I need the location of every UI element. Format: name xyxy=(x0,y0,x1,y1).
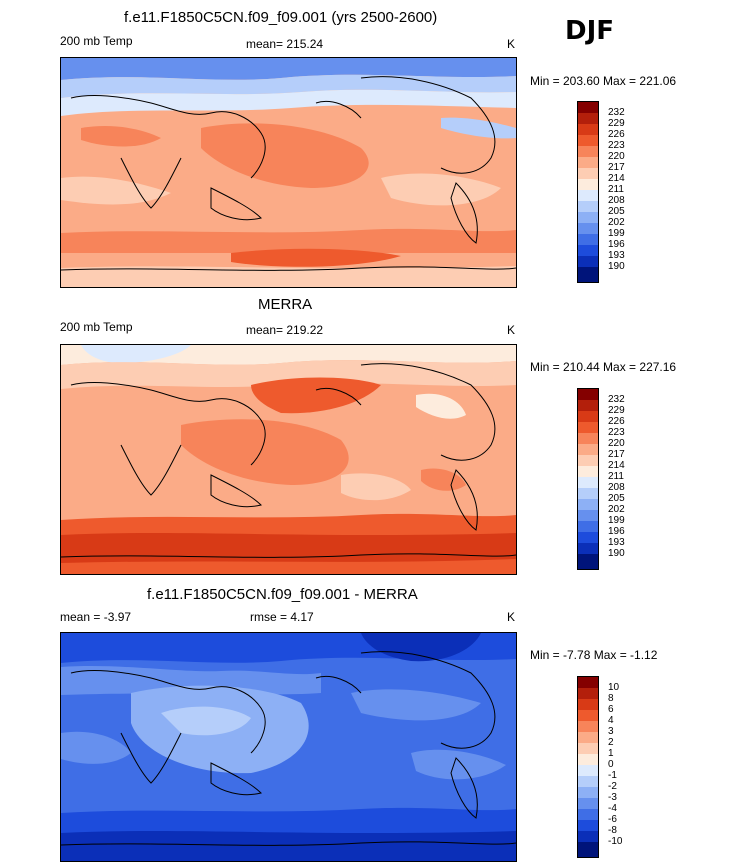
panel3-title: f.e11.F1850C5CN.f09_f09.001 - MERRA xyxy=(147,586,418,603)
panel2-colorbar-tick: 190 xyxy=(608,548,625,559)
panel2-colorbar-tick: 196 xyxy=(608,526,625,537)
panel1-colorbar-tick: 205 xyxy=(608,206,625,217)
panel2-units-label: K xyxy=(507,323,516,337)
panel2-mean-label: mean= 219.22 xyxy=(246,323,324,337)
panel1-map xyxy=(60,57,517,288)
panel3-map xyxy=(60,632,517,862)
panel1-colorbar xyxy=(577,101,599,283)
season-label: DJF xyxy=(565,16,615,46)
panel1-colorbar-tick: 190 xyxy=(608,261,625,272)
panel3-colorbar-tick: 10 xyxy=(608,682,620,693)
panel2-colorbar-tick: 220 xyxy=(608,438,625,449)
panel1-colorbar-tick: 208 xyxy=(608,195,625,206)
panel2-title: MERRA xyxy=(258,296,313,313)
panel3-mean-label: mean = -3.97 xyxy=(60,610,132,624)
panel1-title: f.e11.F1850C5CN.f09_f09.001 (yrs 2500-26… xyxy=(124,9,438,26)
panel3-colorbar-tick: 8 xyxy=(608,693,614,704)
panel1-mean-label: mean= 215.24 xyxy=(246,37,324,51)
panel3-colorbar-tick: 0 xyxy=(608,759,614,770)
panel1-colorbar-tick: 217 xyxy=(608,162,625,173)
panel2-colorbar xyxy=(577,388,599,570)
panel1-colorbar-tick: 196 xyxy=(608,239,625,250)
panel1-colorbar-tick: 232 xyxy=(608,107,625,118)
panel3-colorbar-tick: 2 xyxy=(608,737,614,748)
panel2-colorbar-tick: 223 xyxy=(608,427,625,438)
panel2-minmax-label: Min = 210.44 Max = 227.16 xyxy=(530,360,677,374)
panel2-colorbar-tick: 214 xyxy=(608,460,625,471)
panel1-colorbar-tick: 226 xyxy=(608,129,625,140)
panel3-rmse-label: rmse = 4.17 xyxy=(250,610,314,624)
panel2-colorbar-tick: 202 xyxy=(608,504,625,515)
panel3-colorbar-tick: -4 xyxy=(608,803,617,814)
panel1-colorbar-tick: 199 xyxy=(608,228,625,239)
panel3-minmax-label: Min = -7.78 Max = -1.12 xyxy=(530,648,658,662)
panel1-colorbar-tick: 223 xyxy=(608,140,625,151)
panel1-variable-label: 200 mb Temp xyxy=(60,34,133,48)
panel2-variable-label: 200 mb Temp xyxy=(60,320,133,334)
panel2-colorbar-tick: 226 xyxy=(608,416,625,427)
panel3-colorbar-tick: 6 xyxy=(608,704,614,715)
panel1-colorbar-tick: 220 xyxy=(608,151,625,162)
panel2-colorbar-tick: 229 xyxy=(608,405,625,416)
panel3-colorbar-tick: 1 xyxy=(608,748,614,759)
panel1-units-label: K xyxy=(507,37,516,51)
panel1-colorbar-tick: 214 xyxy=(608,173,625,184)
panel1-colorbar-tick: 211 xyxy=(608,184,624,195)
panel3-units-label: K xyxy=(507,610,516,624)
panel3-colorbar-tick: -8 xyxy=(608,825,617,836)
panel1-minmax-label: Min = 203.60 Max = 221.06 xyxy=(530,74,677,88)
panel3-colorbar xyxy=(577,676,599,858)
panel1-colorbar-tick: 202 xyxy=(608,217,625,228)
panel2-colorbar-tick: 199 xyxy=(608,515,625,526)
panel3-colorbar-tick: -1 xyxy=(608,770,617,781)
panel3-colorbar-tick: -3 xyxy=(608,792,617,803)
panel3-colorbar-tick: -2 xyxy=(608,781,617,792)
panel2-colorbar-tick: 232 xyxy=(608,394,625,405)
panel2-colorbar-tick: 211 xyxy=(608,471,624,482)
panel2-colorbar-tick: 205 xyxy=(608,493,625,504)
panel2-colorbar-tick: 193 xyxy=(608,537,625,548)
panel2-colorbar-tick: 208 xyxy=(608,482,625,493)
panel3-colorbar-tick: -10 xyxy=(608,836,623,847)
panel1-colorbar-tick: 229 xyxy=(608,118,625,129)
panel3-colorbar-tick: 3 xyxy=(608,726,614,737)
panel3-colorbar-tick: 4 xyxy=(608,715,614,726)
panel2-colorbar-tick: 217 xyxy=(608,449,625,460)
panel1-colorbar-tick: 193 xyxy=(608,250,625,261)
panel2-map xyxy=(60,344,517,575)
panel3-colorbar-tick: -6 xyxy=(608,814,617,825)
